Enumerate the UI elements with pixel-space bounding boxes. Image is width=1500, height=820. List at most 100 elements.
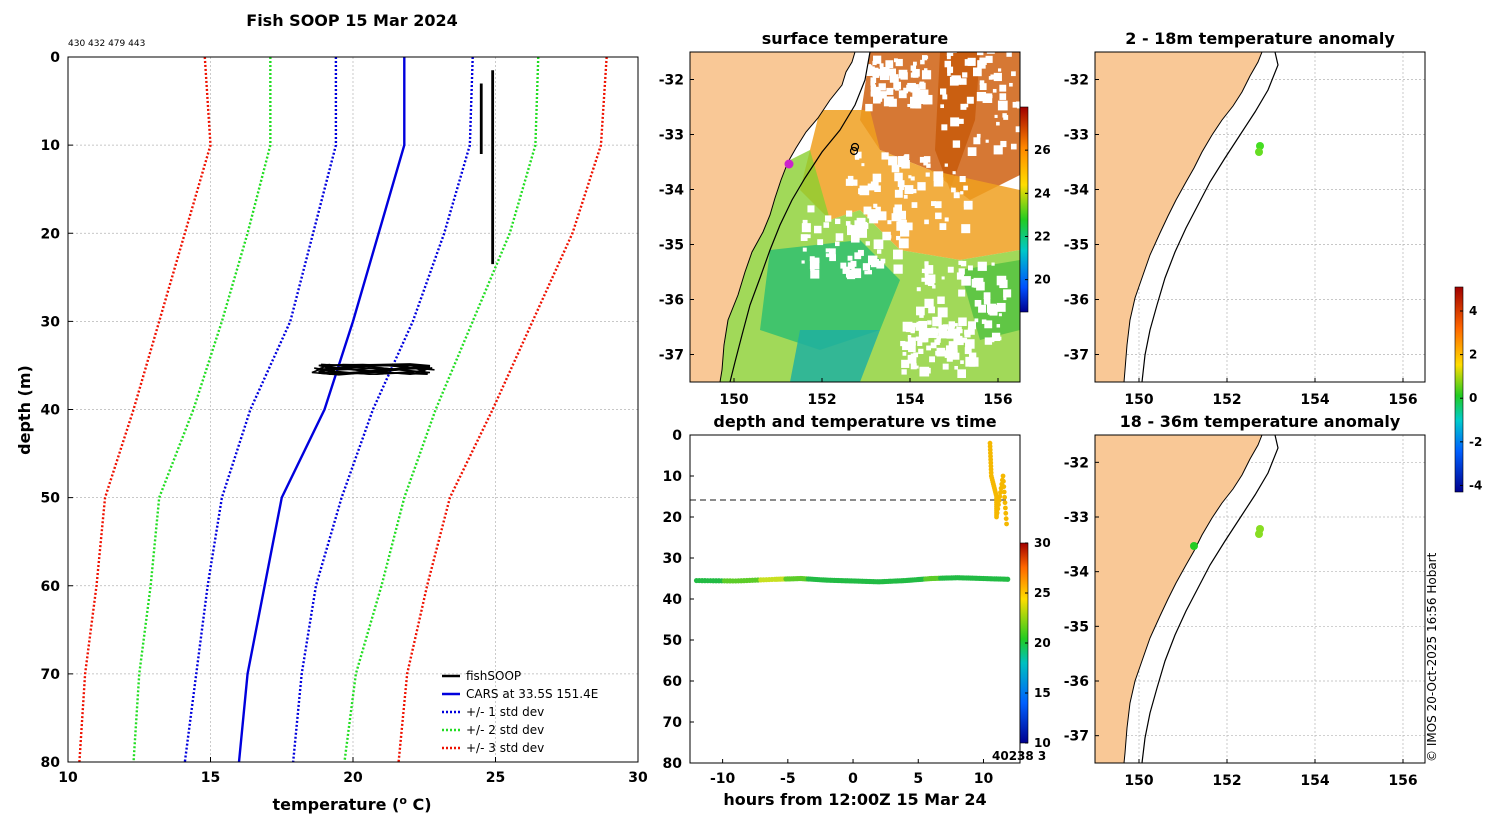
map-y-tick-label: -36 [659, 293, 684, 309]
cloud-pixel [865, 66, 875, 76]
cloud-pixel [919, 313, 924, 318]
cloud-pixel [810, 266, 815, 271]
cloud-pixel [810, 269, 820, 279]
profile-observations [311, 70, 495, 376]
cloud-pixel [938, 330, 947, 339]
cloud-pixel [1012, 43, 1018, 49]
cloud-pixel [966, 96, 974, 104]
profile-x-tick-label: 15 [201, 770, 220, 786]
cloud-pixel [879, 63, 884, 68]
cloud-pixel [969, 357, 979, 367]
map-x-tick-label: 156 [1388, 773, 1417, 789]
cloud-pixel [893, 264, 903, 274]
cloud-pixel [934, 201, 942, 209]
time-point-shallow [1003, 516, 1009, 522]
cloud-pixel [903, 87, 908, 93]
cloud-pixel [933, 177, 944, 187]
cloud-pixel [854, 252, 862, 260]
cloud-pixel [910, 65, 917, 71]
cloud-pixel [960, 45, 965, 50]
cloud-pixel [825, 248, 830, 253]
map-y-tick-label: -35 [1064, 238, 1089, 254]
map-x-tick-label: 152 [1212, 392, 1241, 408]
cloud-pixel [806, 234, 811, 239]
cloud-pixel [908, 175, 912, 179]
cloud-pixel [872, 173, 882, 183]
cloud-pixel [898, 69, 908, 79]
map-y-tick-label: -35 [1064, 619, 1089, 635]
cloud-pixel [911, 202, 918, 208]
map-y-tick-label: -37 [1064, 729, 1089, 745]
cloud-pixel [910, 176, 915, 181]
cloud-pixel [973, 67, 982, 77]
map-x-tick-label: 152 [1212, 773, 1241, 789]
cloud-pixel [840, 262, 847, 269]
time-point-shallow [1002, 505, 1008, 511]
cloud-pixel [893, 77, 899, 83]
cloud-pixel [912, 90, 922, 100]
cloud-pixel [945, 345, 956, 355]
anomaly-colorbar-ticks: 4 2 0 -2 -4 [1460, 304, 1482, 492]
map-y-tick-label: -33 [659, 128, 684, 144]
time-y-tick-label: 70 [663, 715, 683, 731]
time-y-tick-label: 80 [663, 756, 683, 772]
cloud-pixel [865, 103, 873, 112]
cloud-pixel [907, 103, 911, 107]
cloud-pixel [961, 224, 971, 234]
time-point-shallow [1001, 484, 1007, 490]
time-point-shallow [996, 502, 1001, 508]
cloud-pixel [996, 275, 1007, 286]
cloud-pixel [829, 254, 836, 262]
sst-cb-tick-label: 20 [1034, 273, 1051, 287]
time-y-tick-label: 10 [663, 469, 683, 485]
cloud-pixel [845, 269, 854, 278]
time-point-shallow [997, 494, 1003, 499]
cloud-pixel [997, 68, 1002, 72]
cloud-pixel [902, 341, 911, 351]
cloud-pixel [958, 118, 964, 124]
time-cb-tick-label: 20 [1034, 636, 1051, 650]
cloud-pixel [948, 321, 956, 328]
cloud-pixel [942, 363, 949, 370]
cloud-pixel [1012, 101, 1019, 108]
anom-cb-tick-label: 2 [1469, 348, 1477, 362]
cloud-pixel [900, 227, 910, 237]
time-point-shallow [998, 490, 1003, 495]
cloud-pixel [847, 175, 854, 182]
cloud-pixel [878, 83, 886, 91]
cloud-pixel [870, 86, 881, 97]
cloud-pixel [959, 175, 966, 183]
cloud-pixel [941, 124, 948, 131]
cloud-pixel [1000, 140, 1007, 148]
cloud-pixel [835, 233, 844, 241]
cloud-pixel [847, 225, 857, 236]
anom1-y-ticks: -32 -33 -34 -35 -36 -37 [1064, 73, 1099, 364]
time-point-shallow [1003, 510, 1009, 516]
cloud-pixel [998, 313, 1002, 317]
cloud-pixel [864, 270, 868, 275]
cloud-pixel [907, 337, 916, 346]
anom1-coastline [1123, 52, 1263, 382]
cloud-pixel [992, 88, 997, 93]
cloud-pixel [946, 55, 951, 60]
cloud-pixel [814, 225, 822, 234]
std2-upper-line [343, 56, 540, 763]
profile-y-tick-label: 10 [41, 138, 61, 154]
cloud-pixel [921, 277, 926, 282]
cloud-pixel [978, 304, 986, 313]
cloud-pixel [823, 222, 830, 228]
cloud-pixel [977, 60, 986, 69]
cloud-pixel [958, 268, 965, 275]
cloud-pixel [943, 324, 949, 330]
time-colorbar-ticks: 30 25 20 15 10 [1025, 536, 1051, 750]
cloud-pixel [985, 139, 989, 143]
map-y-tick-label: -33 [1064, 510, 1089, 526]
anom1-grid [1095, 52, 1425, 382]
cloud-pixel [952, 140, 961, 148]
cloud-pixel [921, 323, 925, 327]
cloud-pixel [926, 274, 936, 283]
cloud-pixel [944, 163, 948, 167]
cloud-pixel [952, 171, 956, 175]
sst-title: surface temperature [762, 29, 949, 48]
cloud-pixel [919, 156, 926, 163]
